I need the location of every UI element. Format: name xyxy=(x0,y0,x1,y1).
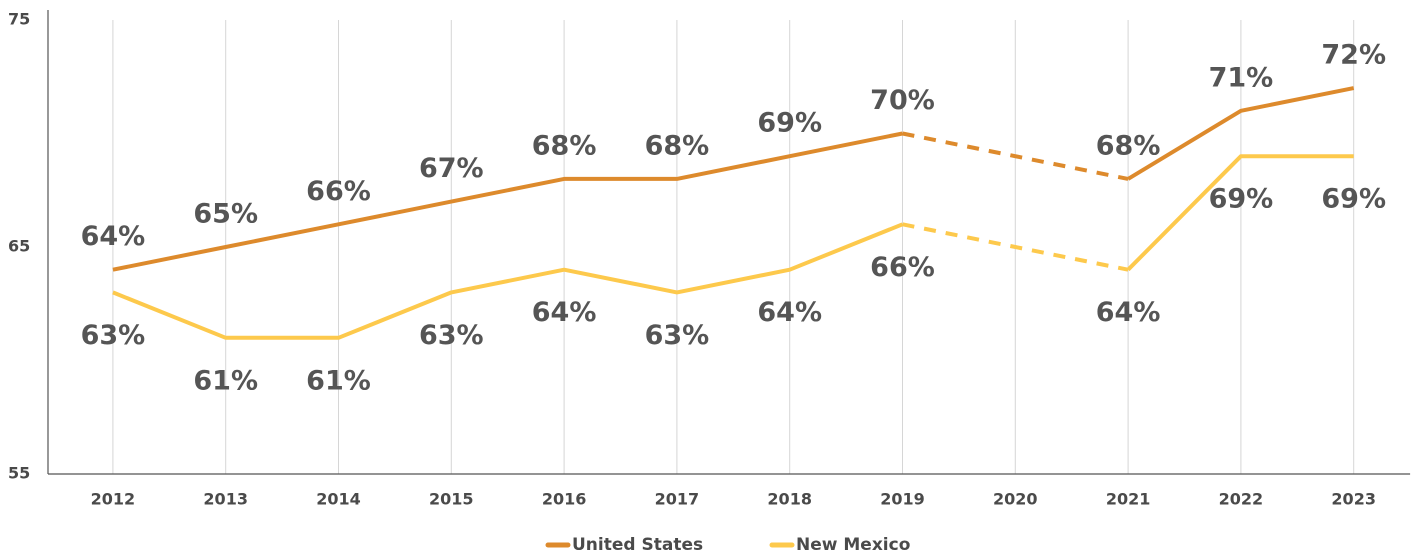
x-tick-label: 2015 xyxy=(429,490,474,509)
value-label: 67% xyxy=(419,153,484,184)
legend-label: United States xyxy=(572,535,703,555)
value-label: 68% xyxy=(1096,130,1161,161)
value-label: 64% xyxy=(81,221,146,252)
value-label: 66% xyxy=(870,252,935,283)
series-line xyxy=(1126,154,1354,272)
value-label: 69% xyxy=(1209,184,1274,215)
value-label: 61% xyxy=(306,365,371,396)
y-tick-label: 55 xyxy=(8,464,30,483)
value-label: 66% xyxy=(306,176,371,207)
legend-label: New Mexico xyxy=(796,535,910,555)
value-label: 72% xyxy=(1321,40,1386,71)
value-label: 64% xyxy=(532,297,597,328)
value-label: 64% xyxy=(757,297,822,328)
x-tick-label: 2022 xyxy=(1219,490,1264,509)
x-tick-label: 2016 xyxy=(542,490,587,509)
series-line xyxy=(1127,86,1355,181)
x-tick-label: 2017 xyxy=(655,490,700,509)
value-label: 69% xyxy=(757,108,822,139)
value-label: 70% xyxy=(870,85,935,116)
value-label: 63% xyxy=(81,320,146,351)
x-tick-label: 2020 xyxy=(993,490,1038,509)
value-label: 68% xyxy=(532,130,597,161)
value-label: 68% xyxy=(645,130,710,161)
x-tick-label: 2013 xyxy=(203,490,248,509)
value-label: 61% xyxy=(193,365,258,396)
x-tick-label: 2021 xyxy=(1106,490,1151,509)
x-tick-label: 2019 xyxy=(880,490,925,509)
x-tick-label: 2018 xyxy=(767,490,812,509)
value-label: 63% xyxy=(645,320,710,351)
x-tick-label: 2014 xyxy=(316,490,361,509)
x-tick-label: 2023 xyxy=(1331,490,1376,509)
gap-connector xyxy=(902,222,1129,272)
value-label: 71% xyxy=(1209,62,1274,93)
value-label: 65% xyxy=(193,199,258,230)
y-tick-label: 75 xyxy=(8,10,30,29)
series-line xyxy=(112,131,903,272)
x-tick-label: 2012 xyxy=(91,490,136,509)
series-line xyxy=(112,222,904,340)
value-label: 63% xyxy=(419,320,484,351)
value-label: 64% xyxy=(1096,297,1161,328)
y-tick-label: 65 xyxy=(8,237,30,256)
gap-connector xyxy=(902,131,1129,181)
value-label: 69% xyxy=(1321,184,1386,215)
